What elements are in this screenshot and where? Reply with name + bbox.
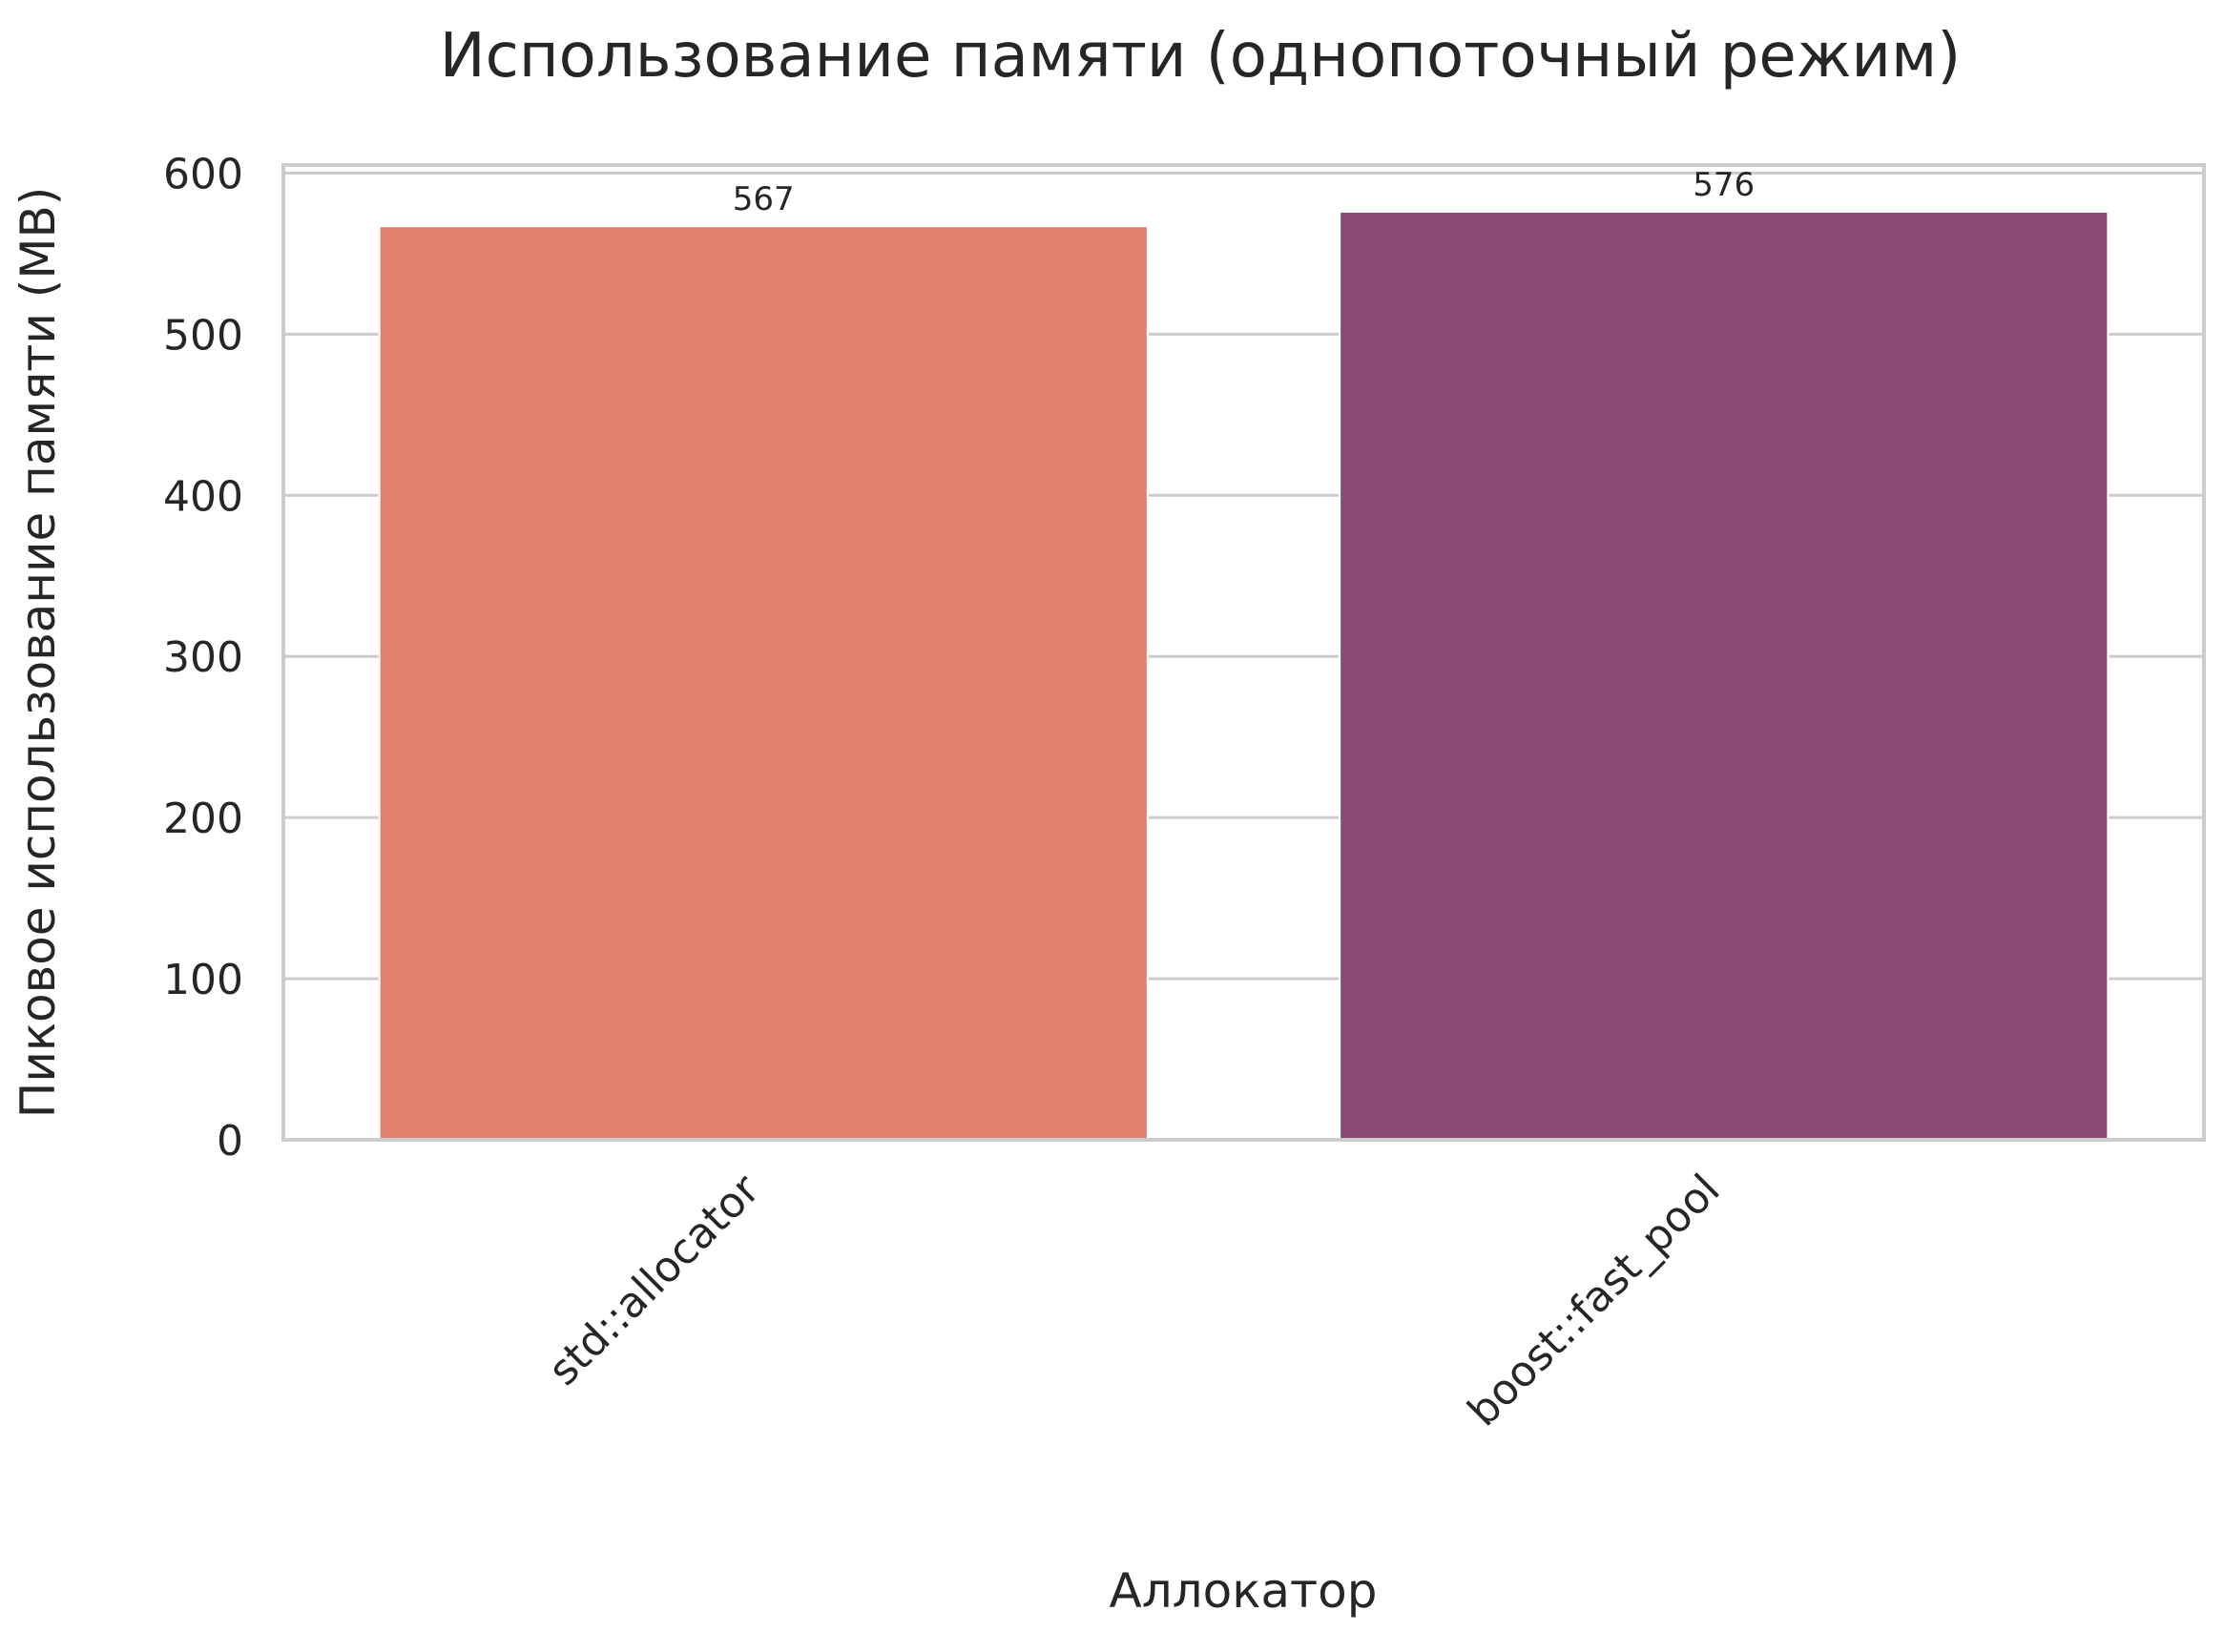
bar — [1339, 210, 2110, 1142]
data-labels-group: 567 576 — [733, 166, 1755, 218]
y-tick-label: 600 — [163, 150, 243, 198]
x-axis-label: Аллокатор — [1109, 1563, 1377, 1619]
y-tick-label: 200 — [163, 795, 243, 843]
y-axis-tick-labels: 0 100 200 300 400 500 600 — [163, 150, 243, 1166]
y-tick-label: 100 — [163, 956, 243, 1004]
bars-group — [378, 210, 2110, 1142]
y-tick-label: 300 — [163, 633, 243, 682]
chart-title: Использование памяти (однопоточный режим… — [440, 21, 1961, 92]
y-axis-label: Пиковое использование памяти (MB) — [10, 187, 66, 1119]
y-tick-label: 0 — [217, 1117, 243, 1166]
y-tick-label: 500 — [163, 311, 243, 360]
y-tick-label: 400 — [163, 472, 243, 521]
bar — [378, 225, 1149, 1142]
bar-value-label: 567 — [733, 180, 795, 218]
plot-area-frame — [281, 163, 2206, 1142]
bar-value-label: 576 — [1693, 166, 1755, 204]
